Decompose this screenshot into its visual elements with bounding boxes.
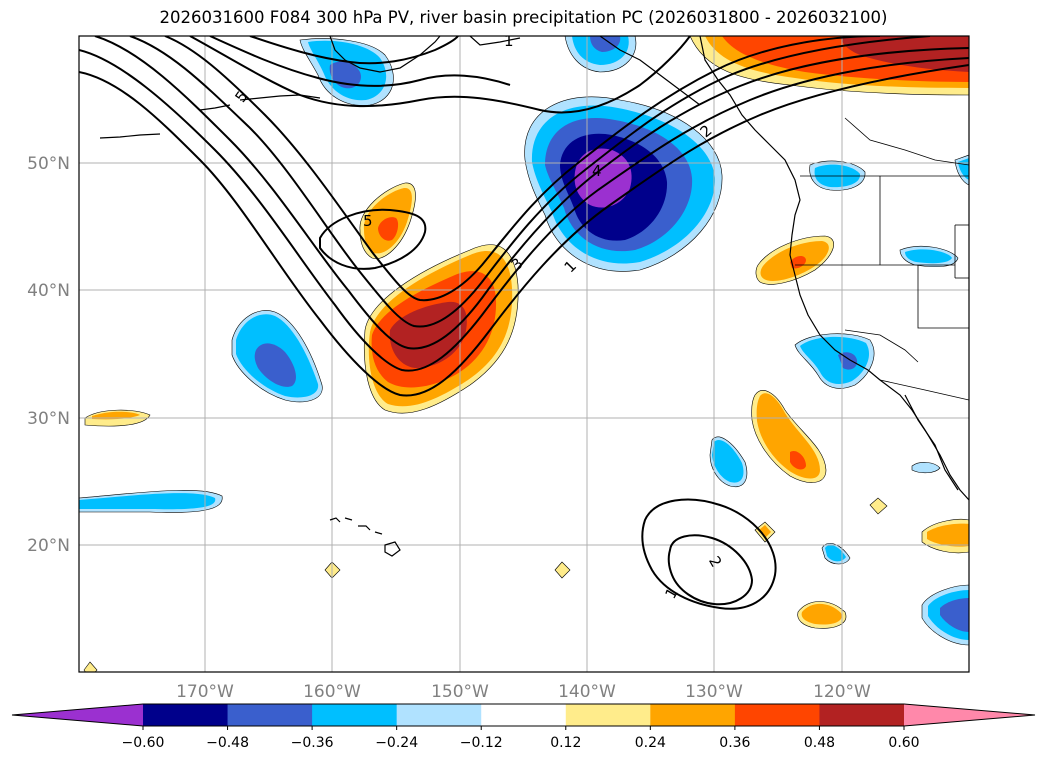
colorbar-extend-low bbox=[12, 704, 143, 726]
colorbar-tick-label: −0.60 bbox=[122, 735, 165, 751]
map-area: 5 5 4 3 2 1 2 1 1 bbox=[79, 32, 969, 672]
colorbar-tick-label: −0.36 bbox=[291, 735, 334, 751]
colorbar-segment bbox=[650, 704, 736, 726]
colorbar-segment bbox=[565, 704, 651, 726]
lat-label-50n: 50°N bbox=[27, 154, 70, 174]
lon-axis: 170°W 160°W 150°W 140°W 130°W 120°W bbox=[176, 682, 871, 702]
colorbar-segment bbox=[734, 704, 820, 726]
lon-label-150w: 150°W bbox=[431, 682, 489, 702]
colorbar-tick-label: 0.36 bbox=[719, 735, 750, 751]
map-frame bbox=[78, 35, 970, 673]
pv-label-4: 4 bbox=[592, 162, 602, 180]
map-title: 2026031600 F084 300 hPa PV, river basin … bbox=[159, 8, 888, 27]
coastlines bbox=[99, 36, 969, 501]
colorbar-tick-label: 0.24 bbox=[635, 735, 666, 751]
colorbar-segment bbox=[143, 704, 229, 726]
colorbar-tick-label: 0.48 bbox=[804, 735, 835, 751]
colorbar-segment bbox=[312, 704, 398, 726]
colorbar-segment bbox=[396, 704, 482, 726]
colorbar-segment bbox=[819, 704, 905, 726]
hawaii-islands bbox=[329, 517, 401, 557]
lon-label-120w: 120°W bbox=[813, 682, 871, 702]
lon-label-160w: 160°W bbox=[303, 682, 361, 702]
lat-label-30n: 30°N bbox=[27, 409, 70, 429]
lat-label-40n: 40°N bbox=[27, 281, 70, 301]
colorbar-tick-label: 0.60 bbox=[888, 735, 919, 751]
colorbar: −0.60 −0.48 −0.36 −0.24 −0.12 0.12 0.24 0.36 0.4… bbox=[11, 703, 1036, 751]
colorbar-tick-label: −0.48 bbox=[206, 735, 249, 751]
colorbar-segment bbox=[227, 704, 313, 726]
pv-label-5-ring: 5 bbox=[363, 212, 373, 230]
lon-label-140w: 140°W bbox=[558, 682, 616, 702]
lat-label-20n: 20°N bbox=[27, 536, 70, 556]
lon-label-170w: 170°W bbox=[176, 682, 234, 702]
colorbar-extend-high bbox=[904, 704, 1035, 726]
pv-label-1-top: 1 bbox=[504, 32, 514, 50]
colorbar-tick-label: −0.12 bbox=[460, 735, 503, 751]
state-borders bbox=[795, 117, 969, 401]
pv-contours bbox=[79, 36, 969, 610]
colorbar-tick-label: 0.12 bbox=[550, 735, 581, 751]
colorbar-tick-label: −0.24 bbox=[375, 735, 418, 751]
lon-label-130w: 130°W bbox=[685, 682, 743, 702]
lat-axis: 50°N 40°N 30°N 20°N bbox=[27, 154, 70, 556]
colorbar-segment bbox=[481, 704, 567, 726]
